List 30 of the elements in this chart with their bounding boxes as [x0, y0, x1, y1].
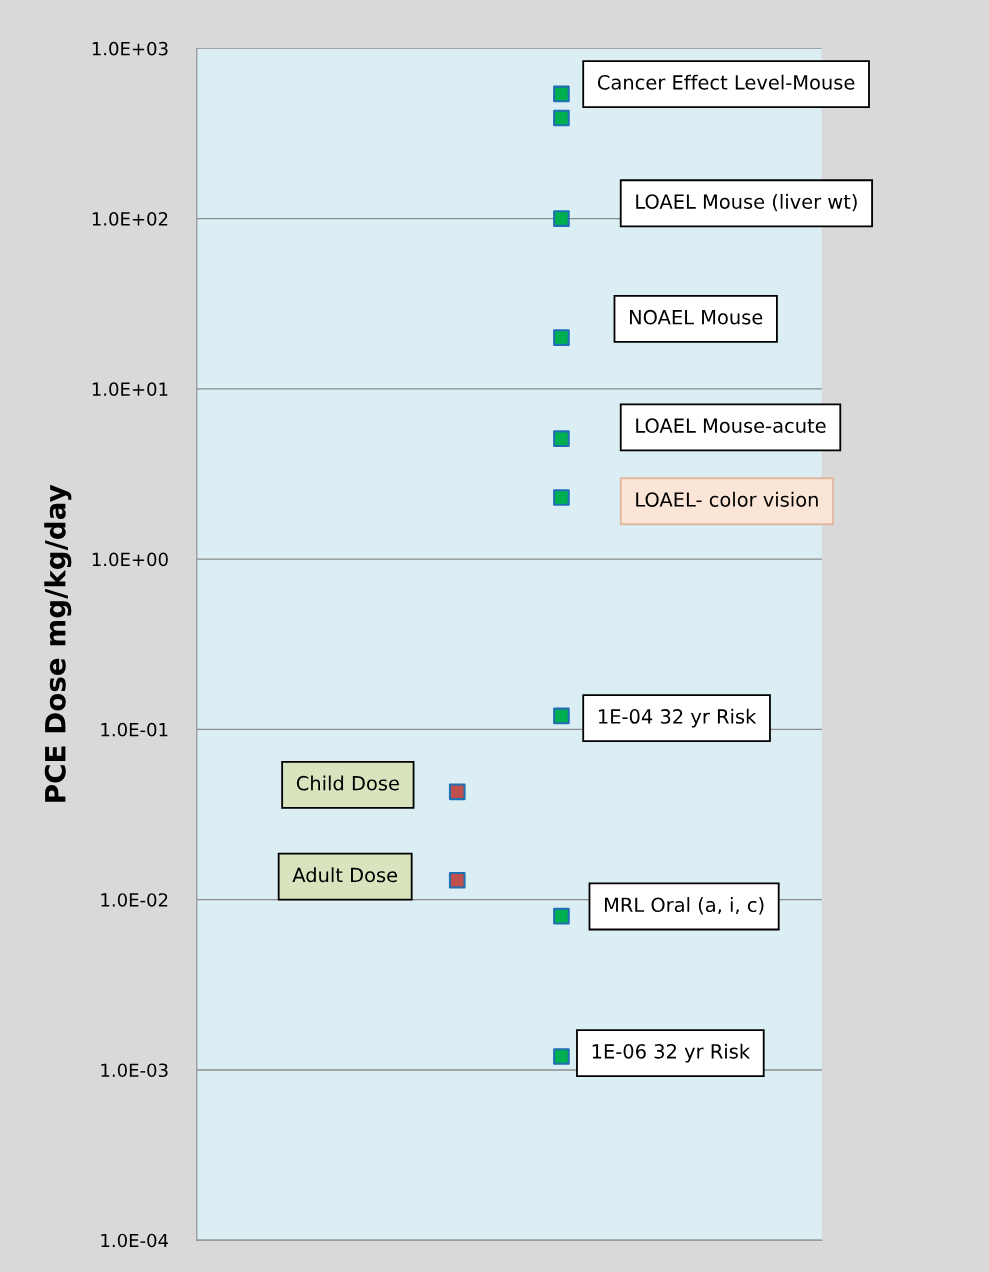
annotation: LOAEL Mouse-acute — [636, 418, 826, 433]
point — [553, 430, 570, 447]
annotation: LOAEL- color vision — [636, 491, 818, 507]
y-axis-title: PCE Dose mg/kg/day — [44, 484, 72, 802]
annotation: 1E-04 32 yr Risk — [598, 708, 757, 728]
annotation: Child Dose — [296, 775, 399, 791]
annotation: 1E-06 32 yr Risk — [592, 1043, 751, 1063]
point — [448, 871, 466, 889]
point — [553, 707, 570, 725]
point — [553, 489, 570, 506]
y-tick-label: 1.0E+02 — [92, 212, 168, 226]
annotation: NOAEL Mouse — [630, 309, 763, 325]
y-tick-label: 1.0E+00 — [92, 552, 168, 567]
point — [448, 783, 466, 801]
annotation: Cancer Effect Level-Mouse — [597, 74, 855, 90]
point — [553, 85, 570, 103]
point — [553, 109, 570, 127]
y-tick-label: 1.0E+03 — [92, 41, 168, 56]
y-tick-label: 1.0E+01 — [92, 382, 168, 396]
y-tick-label: 1.0E-01 — [101, 722, 168, 737]
y-tick-label: 1.0E-04 — [101, 1233, 169, 1248]
annotation: LOAEL Mouse (liver wt) — [636, 193, 857, 212]
point — [553, 907, 570, 925]
y-tick-label: 1.0E-02 — [101, 893, 168, 907]
y-tick-label: 1.0E-03 — [101, 1063, 168, 1078]
point — [553, 329, 570, 346]
point — [553, 1048, 570, 1065]
annotation: MRL Oral (a, i, c) — [605, 897, 764, 915]
annotation: Adult Dose — [292, 867, 398, 883]
point — [553, 210, 570, 227]
